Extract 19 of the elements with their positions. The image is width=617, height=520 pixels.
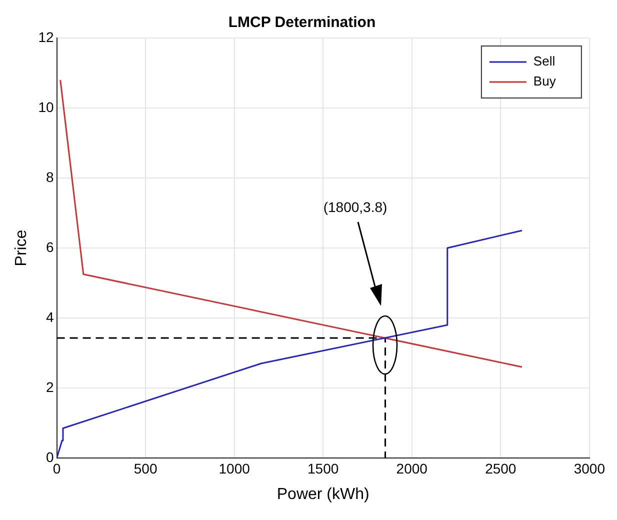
y-tick-label: 0 bbox=[46, 448, 54, 465]
legend-label: Buy bbox=[533, 74, 556, 89]
chart-title: LMCP Determination bbox=[228, 14, 376, 32]
x-tick-label: 500 bbox=[134, 460, 158, 476]
x-axis-title: Power (kWh) bbox=[276, 486, 370, 503]
y-tick-label: 2 bbox=[46, 378, 54, 395]
y-tick-label: 12 bbox=[38, 28, 54, 45]
legend-label: Sell bbox=[533, 54, 556, 69]
y-tick-label: 4 bbox=[46, 308, 54, 325]
y-axis-title: Price bbox=[13, 230, 30, 266]
x-tick-label: 2500 bbox=[485, 460, 516, 476]
x-tick-label: 1500 bbox=[308, 460, 339, 476]
y-tick-label: 8 bbox=[46, 168, 54, 185]
x-tick-label: 1000 bbox=[218, 460, 250, 476]
x-tick-label: 3000 bbox=[574, 460, 606, 476]
annotation: (1800,3.8) bbox=[323, 198, 388, 215]
y-tick-label: 6 bbox=[46, 238, 54, 255]
x-tick-label: 2000 bbox=[396, 460, 428, 476]
y-tick-label: 10 bbox=[38, 98, 54, 115]
